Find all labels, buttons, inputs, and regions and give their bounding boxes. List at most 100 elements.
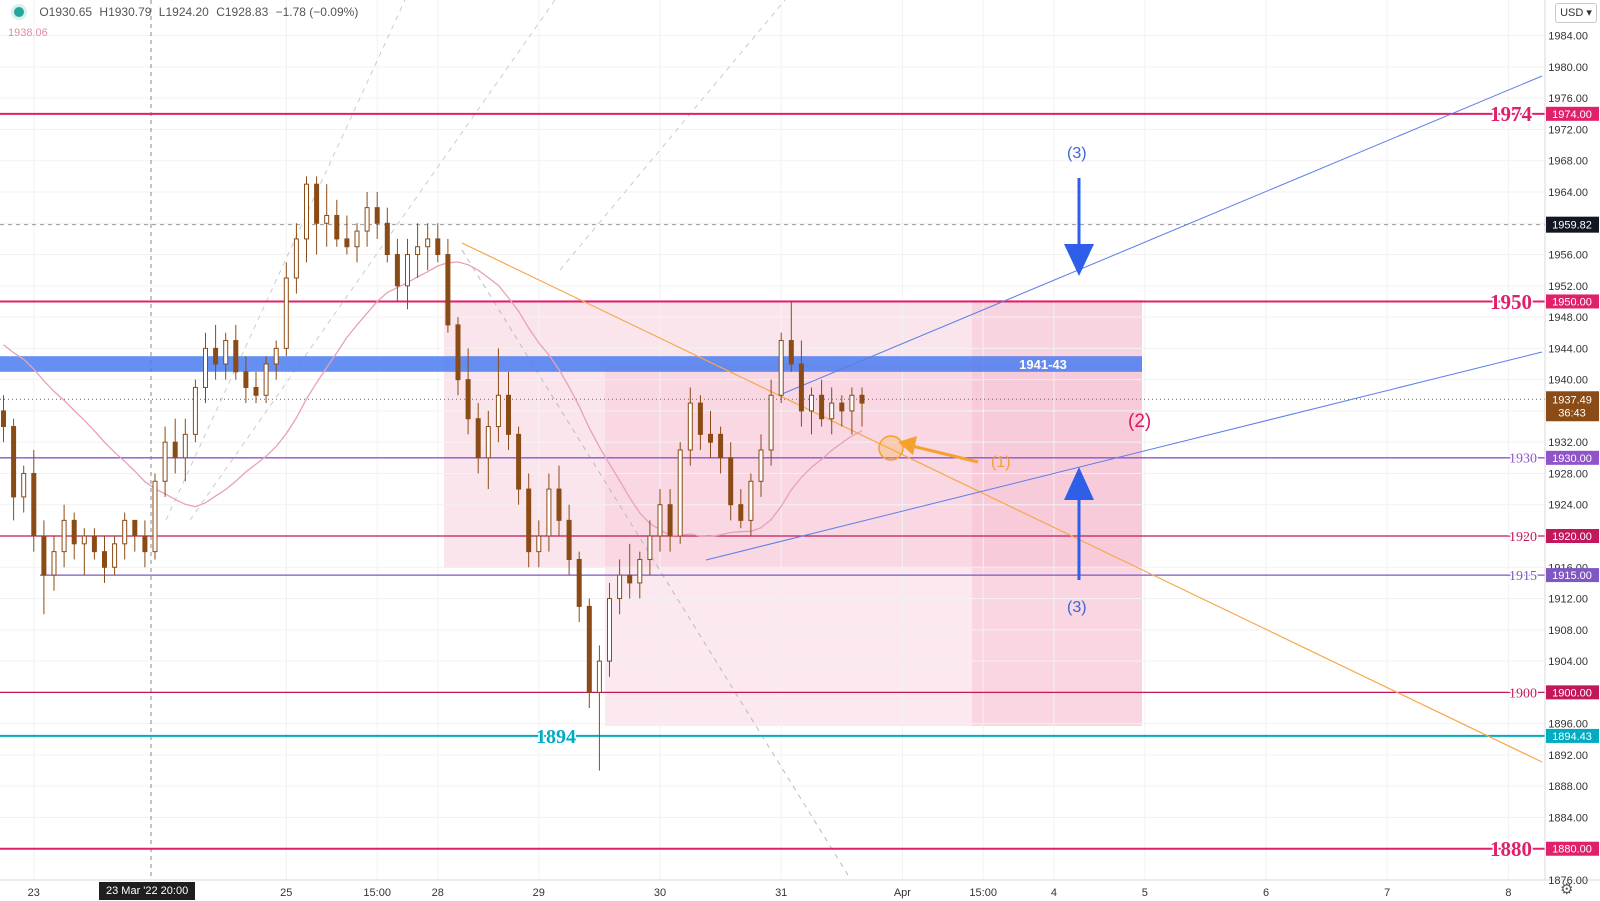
status-dot-icon [14,7,24,17]
price-tick: 1948.00 [1548,312,1588,324]
price-tag-text: 1920.00 [1552,531,1592,543]
candle-body [112,543,118,568]
time-tick: 30 [654,887,666,899]
candle-body [697,402,703,435]
candle-body [1,410,6,428]
last-price-tag [1546,391,1599,422]
candle-body [758,449,764,482]
low-value: L1924.20 [158,5,209,19]
time-tick-labels: 23 25 15:00 28 29 30 31 Apr 15:00 4 5 6 7 8 [28,887,1512,899]
time-tick: 23 [28,887,40,899]
orange-descending-trendline [461,242,1543,763]
dashed-trend-d [461,249,849,876]
crosshair-price-text: 1959.82 [1552,220,1592,232]
time-tick: 25 [280,887,292,899]
candle-body [465,379,471,420]
candle-body [31,472,37,537]
candle-body [81,535,87,545]
price-tag-text: 1915.00 [1552,570,1592,582]
price-tag-1900 [1546,685,1599,700]
price-tag-1920 [1546,529,1599,543]
price-tick: 1924.00 [1548,500,1588,512]
price-tick: 1904.00 [1548,656,1588,668]
price-tick: 1888.00 [1548,781,1588,793]
candle-body [576,558,582,607]
currency-select[interactable]: USD ▾ [1555,3,1597,23]
candle-body [21,472,27,498]
candle-body [172,441,178,459]
candle-body [657,504,663,537]
price-tick: 1912.00 [1548,594,1588,606]
candle-body [506,394,511,435]
candle-body [586,605,592,693]
annotation-1: (1) [991,454,1011,471]
candle-body [334,214,340,240]
candle-body [324,214,330,224]
candle-body [596,660,602,693]
horizontal-levels: 1974 1950 1930 1920 1915 1900 1894 1880 [0,101,1545,863]
orange-arrow-shaft [911,444,979,464]
price-tick: 1952.00 [1548,281,1588,293]
candle-body [263,363,269,396]
annotation-3-bottom: (3) [1067,599,1087,616]
price-tag-text: 1950.00 [1552,296,1592,308]
level-label-1950: 1950 [1490,290,1532,314]
candle-body [485,426,491,459]
candle-body [122,519,128,545]
price-tag-text: 1974.00 [1552,109,1592,121]
settings-gear-icon[interactable]: ⚙ [1560,881,1574,898]
candle-body [61,519,67,553]
candle-body [475,418,481,459]
candle-body [354,230,360,248]
candle-body [192,386,198,435]
time-tick: 4 [1051,887,1057,899]
orange-arrow-head [898,436,917,455]
candle-body [556,488,562,521]
candle-body [536,535,542,553]
candle-body [374,207,380,224]
price-tick: 1908.00 [1548,625,1588,637]
candle-body [778,340,784,396]
candle-body [445,254,451,326]
candle-body [405,254,410,287]
level-label-1930: 1930 [1509,452,1537,467]
blue-lower-channel-line [705,351,1543,561]
price-tick: 1884.00 [1548,812,1588,824]
candle-body [647,535,653,560]
time-axis-bg [0,880,1600,901]
time-tick: 6 [1263,887,1269,899]
moving-average-value: 1938.06 [8,27,48,39]
level-label-1900: 1900 [1509,686,1537,701]
price-tags: 1974.00 1950.00 1930.00 1920.00 1915.00 1900.… [1546,106,1599,856]
candle-body [273,347,279,365]
price-tag-1880 [1546,841,1599,856]
candle-body [51,551,57,576]
price-tick: 1928.00 [1548,468,1588,480]
candle-body [728,457,734,506]
time-tick: 28 [432,887,444,899]
time-tick: 15:00 [969,887,997,899]
candle-body [142,535,148,553]
candle-body [809,394,814,412]
blue-upper-channel-line [781,75,1543,395]
annotation-3-top: (3) [1067,145,1087,162]
annotations: (1) (2) (3) (3) [878,145,1151,616]
candle-body [566,519,572,560]
candle-body [667,504,673,537]
candle-body [415,246,421,256]
candle-body [182,433,188,459]
price-tick: 1980.00 [1548,62,1588,74]
time-tick: 15:00 [363,887,391,899]
candle-body [677,449,683,537]
price-tick: 1940.00 [1548,375,1588,387]
price-tick: 1972.00 [1548,124,1588,136]
price-tag-text: 1930.00 [1552,453,1592,465]
candle-body [829,402,835,420]
price-tag-text: 1900.00 [1552,687,1592,699]
candle-body [243,371,249,388]
price-tag-1894 [1546,728,1599,743]
candle-body [748,480,754,521]
candle-body [627,574,633,584]
level-label-1894: 1894 [536,726,576,748]
